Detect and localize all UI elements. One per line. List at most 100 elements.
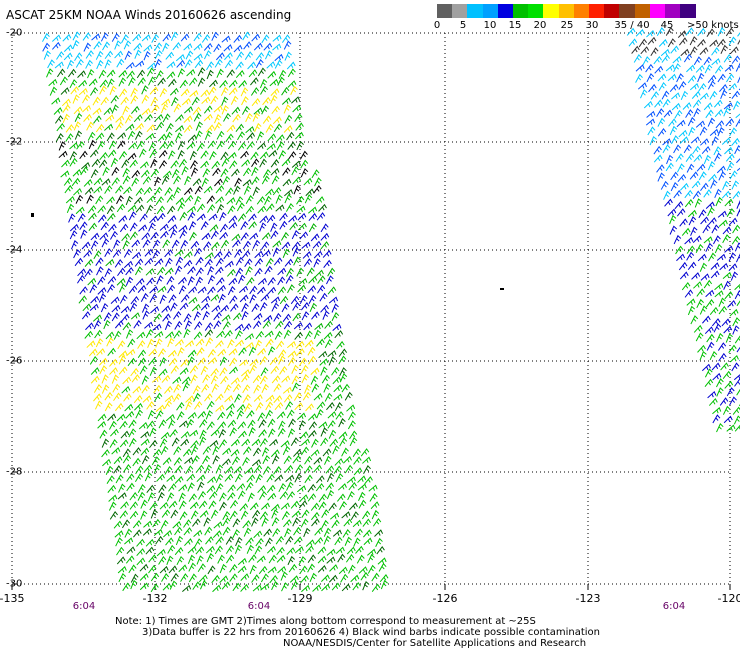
wind-barb-icon (161, 305, 171, 313)
wind-barb-icon (312, 584, 322, 592)
wind-barb-icon (241, 159, 251, 167)
wind-barb-icon (77, 213, 86, 223)
wind-barb-icon (287, 68, 296, 78)
wind-barb-icon (185, 400, 193, 411)
wind-barb-icon (705, 299, 715, 308)
wind-barb-icon (197, 481, 205, 491)
wind-barb-icon (327, 420, 336, 429)
wind-barb-icon (278, 482, 287, 493)
wind-barb-icon (183, 115, 193, 123)
wind-barb-icon (217, 554, 225, 564)
wind-barb-icon (109, 358, 118, 367)
wind-barb-icon (222, 175, 231, 186)
wind-barb-icon (332, 323, 342, 331)
wind-barb-icon (108, 140, 117, 150)
wind-barb-icon (733, 100, 740, 110)
wind-barb-icon (116, 203, 126, 213)
wind-barb-icon (204, 393, 213, 402)
wind-barb-icon (106, 196, 115, 205)
wind-barb-icon (248, 69, 258, 78)
wind-barb-icon (61, 159, 70, 168)
wind-barb-icon (191, 96, 200, 106)
wind-barb-icon (261, 232, 271, 240)
wind-barb-icon (291, 160, 301, 168)
wind-barb-icon (320, 223, 329, 233)
wind-barb-icon (663, 109, 673, 118)
wind-barb-icon (119, 510, 129, 519)
wind-barb-icon (147, 338, 155, 348)
wind-barb-icon (176, 59, 186, 68)
wind-barb-icon (156, 266, 166, 276)
wind-barb-icon (131, 177, 140, 187)
wind-barb-icon (56, 51, 65, 60)
wind-barb-icon (734, 378, 740, 387)
wind-barb-icon (124, 403, 134, 412)
wind-barb-icon (271, 105, 280, 115)
wind-barb-icon (123, 248, 132, 258)
wind-barb-icon (669, 125, 678, 136)
wind-barb-icon (201, 96, 211, 105)
wind-barb-icon (379, 574, 389, 583)
wind-barb-icon (672, 56, 682, 64)
wind-barb-icon (79, 221, 88, 230)
wind-barb-icon (122, 376, 132, 385)
wind-barb-icon (715, 196, 723, 207)
wind-barb-icon (729, 46, 739, 55)
wind-barb-icon (311, 518, 320, 527)
wind-barb-icon (162, 42, 170, 52)
wind-barb-icon (195, 276, 204, 286)
wind-barb-icon (49, 86, 58, 96)
wind-barb-icon (184, 187, 193, 196)
wind-barb-icon (117, 267, 126, 277)
wind-barb-icon (282, 386, 293, 394)
wind-barb-icon (673, 63, 681, 73)
wind-barb-icon (735, 113, 740, 119)
wind-barb-icon (254, 250, 264, 259)
wind-barb-icon (119, 283, 127, 293)
wind-barb-icon (149, 293, 158, 303)
wind-barb-icon (686, 64, 696, 73)
wind-barb-icon (158, 419, 167, 429)
wind-barb-icon (132, 251, 142, 260)
wind-barb-icon (164, 394, 174, 403)
wind-barb-icon (285, 202, 294, 212)
wind-barb-icon (274, 59, 283, 69)
wind-barb-icon (88, 212, 97, 221)
wind-barb-icon (145, 329, 154, 339)
wind-barb-icon (116, 546, 125, 556)
wind-barb-icon (140, 499, 148, 509)
wind-barb-icon (353, 537, 361, 547)
legend-label-0: 0 (433, 20, 441, 31)
wind-barb-icon (221, 157, 230, 167)
wind-barb-icon (195, 546, 205, 555)
wind-barb-icon (170, 302, 178, 312)
wind-barb-icon (292, 247, 300, 257)
wind-barb-icon (179, 500, 187, 510)
wind-barb-icon (135, 122, 144, 131)
wind-barb-icon (287, 80, 297, 88)
wind-barb-icon (192, 385, 201, 395)
wind-barb-icon (676, 119, 686, 128)
wind-barb-icon (237, 557, 247, 566)
wind-barb-icon (284, 51, 292, 61)
wind-barb-icon (148, 564, 157, 574)
wind-barb-icon (153, 528, 163, 537)
wind-barb-icon (231, 233, 241, 241)
wind-barb-icon (247, 492, 255, 502)
wind-barb-icon (728, 217, 738, 226)
wind-barb-icon (214, 545, 223, 555)
wind-barb-icon (175, 125, 185, 133)
wind-barb-icon (657, 73, 667, 82)
wind-barb-icon (255, 52, 265, 61)
wind-barb-icon (215, 536, 224, 545)
wind-barb-icon (287, 555, 295, 566)
wind-barb-icon (235, 330, 243, 340)
wind-barb-icon (673, 144, 682, 154)
wind-barb-icon (201, 295, 211, 304)
wind-barb-icon (233, 44, 243, 53)
wind-barb-icon (187, 356, 195, 366)
wind-barb-icon (56, 68, 66, 78)
wind-barb-icon (733, 374, 740, 381)
wind-barb-icon (256, 555, 266, 563)
wind-barb-icon (198, 574, 208, 583)
